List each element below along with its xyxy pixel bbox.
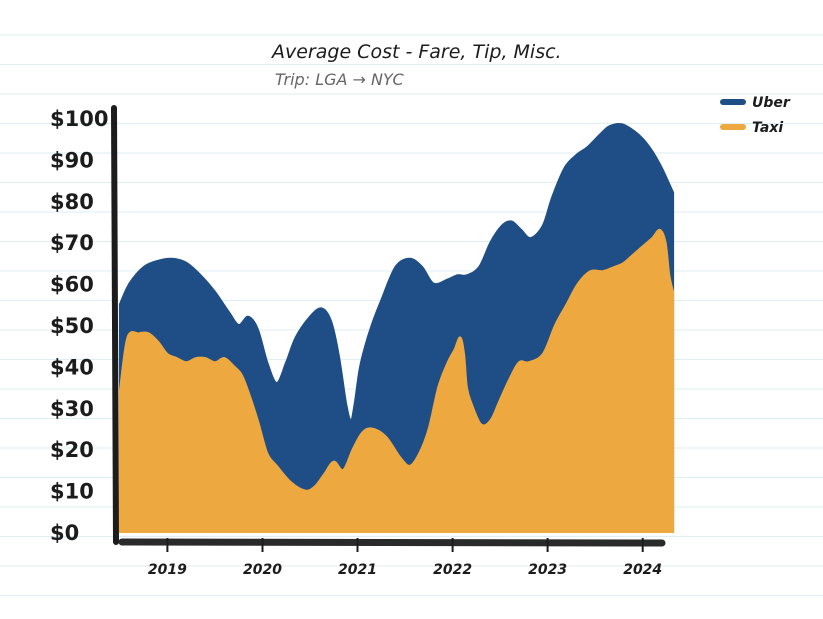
y-tick-label: $90	[50, 148, 94, 172]
x-tick-label: 2021	[338, 562, 377, 578]
x-tick-label: 2024	[623, 562, 662, 578]
y-tick-label: $50	[50, 314, 94, 338]
chart-subtitle: Trip: LGA → NYC	[275, 70, 404, 89]
y-tick-label: $20	[50, 438, 94, 462]
x-axis-line	[118, 538, 666, 547]
y-tick-label: $80	[50, 190, 94, 214]
area-taxi	[118, 228, 675, 533]
area-layers	[118, 122, 675, 533]
x-tick-label: 2019	[148, 562, 187, 578]
axes	[111, 105, 666, 547]
y-tick-label: $40	[50, 355, 94, 379]
y-tick-label: $100	[50, 107, 108, 131]
x-tick-labels: 2019 2020 2021 2022 2023 2024	[148, 538, 662, 578]
y-tick-label: $60	[50, 273, 94, 297]
y-tick-label: $70	[50, 231, 94, 255]
legend-label-taxi: Taxi	[752, 120, 783, 136]
y-axis-line	[111, 105, 119, 545]
y-tick-labels: $0 $10 $20 $30 $40 $50 $60 $70 $80 $90 $100	[50, 107, 108, 545]
legend: Uber Taxi	[720, 95, 791, 136]
x-tick-label: 2022	[433, 562, 472, 578]
x-tick-label: 2020	[243, 562, 282, 578]
y-tick-label: $0	[50, 521, 79, 545]
chart-title: Average Cost - Fare, Tip, Misc.	[270, 41, 562, 63]
y-tick-label: $30	[50, 397, 94, 421]
y-tick-label: $10	[50, 480, 94, 504]
x-tick-label: 2023	[528, 562, 567, 578]
legend-label-uber: Uber	[752, 95, 791, 111]
